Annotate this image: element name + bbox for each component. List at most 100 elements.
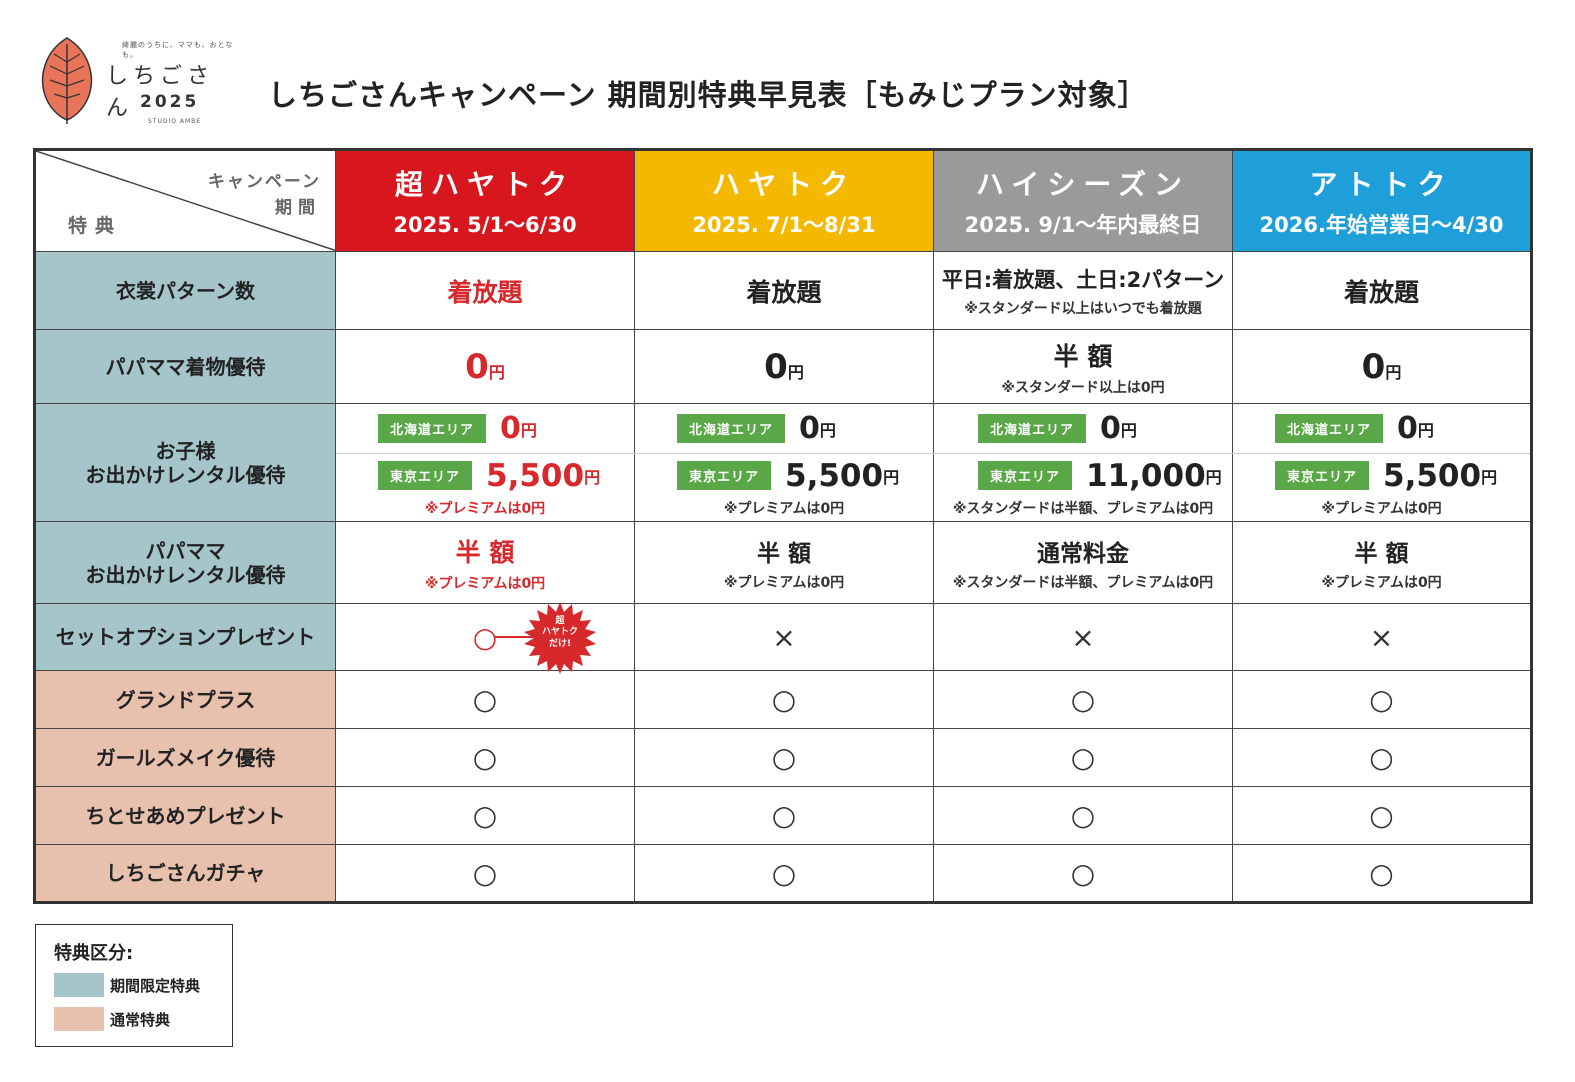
circle-mark: ○ <box>1369 856 1394 890</box>
value-cell: 着放題 <box>634 251 934 330</box>
value-note: ※スタンダード以上はいつでも着放題 <box>964 300 1202 317</box>
value-cell: ○ <box>1232 728 1532 787</box>
value-cell: ○ <box>933 728 1233 787</box>
value-cell: ○ <box>933 786 1233 845</box>
circle-mark: ○ <box>1369 799 1394 832</box>
circle-mark: ○ <box>1369 683 1394 716</box>
phase-header-atotoku: アトトク 2026.年始営業日～4/30 <box>1232 149 1532 252</box>
phase-dates: 2026.年始営業日～4/30 <box>1259 213 1504 237</box>
row-label: パパママ着物優待 <box>34 329 336 404</box>
value-text: 5,500 <box>785 457 884 494</box>
value-cell: 東京エリア 11,000 円 ※スタンダードは半額、プレミアムは0円 <box>933 453 1233 522</box>
yen-unit: 円 <box>1120 420 1137 440</box>
table-row-gacha: しちごさんガチャ ○ ○ ○ ○ <box>34 844 1532 903</box>
phase-header-hayatoku: ハヤトク 2025. 7/1～8/31 <box>634 149 934 252</box>
value-note: ※スタンダードは半額、プレミアムは0円 <box>952 500 1214 517</box>
value-cell: × <box>933 603 1233 671</box>
value-text: 半 額 <box>1354 540 1409 567</box>
phase-header-high-season: ハイシーズン 2025. 9/1～年内最終日 <box>933 149 1233 252</box>
starburst-text: 超 ハヤトク だけ! <box>524 616 596 650</box>
circle-mark: ○ <box>472 741 498 774</box>
legend-item-regular: 通常特典 <box>54 1007 170 1031</box>
value-text: 0 <box>1361 346 1386 387</box>
row-label-child-rental: お子様 お出かけレンタル優待 <box>34 403 336 522</box>
corner-campaign-label: キャンペーン <box>207 172 321 192</box>
corner-period-label: 期間 <box>275 198 321 218</box>
legend-item-limited: 期間限定特典 <box>54 973 200 997</box>
phase-dates: 2025. 5/1～6/30 <box>393 213 577 237</box>
value-cell: 半 額 ※スタンダード以上は0円 <box>933 329 1233 404</box>
starburst-line: 超 <box>555 616 565 626</box>
legend-box: 特典区分: 期間限定特典 通常特典 <box>35 924 233 1047</box>
hokkaido-area-badge: 北海道エリア <box>378 414 487 443</box>
value-note: ※プレミアムは0円 <box>424 575 546 592</box>
corner-perk-label: 特典 <box>68 215 123 237</box>
value-note: ※プレミアムは0円 <box>1321 500 1442 517</box>
value-note: ※スタンダードは半額、プレミアムは0円 <box>952 574 1214 591</box>
circle-mark: ○ <box>472 683 498 716</box>
row-label-line: お子様 <box>155 438 216 463</box>
value-text: 11,000 <box>1086 457 1206 494</box>
value-text: 着放題 <box>447 277 523 307</box>
value-cell: 半 額 ※プレミアムは0円 <box>634 521 934 604</box>
starburst-line: ハヤトク <box>541 627 578 638</box>
circle-mark: ○ <box>1070 799 1096 832</box>
value-text: 0 <box>500 411 521 446</box>
value-text: 着放題 <box>1343 277 1419 307</box>
value-cell: ○ <box>335 844 635 903</box>
table-row-grand-plus: グランドプラス ○ ○ ○ ○ <box>34 670 1532 729</box>
value-text: 半 額 <box>1053 341 1113 371</box>
row-label: セットオプションプレゼント <box>34 603 336 671</box>
logo-name: しちごさん <box>106 64 215 121</box>
value-cell: ○ <box>634 844 934 903</box>
value-text: 通常料金 <box>1037 540 1129 567</box>
legend-swatch <box>54 1007 104 1031</box>
circle-mark: ○ <box>771 799 797 832</box>
value-cell: 平日:着放題、土日:2パターン ※スタンダード以上はいつでも着放題 <box>933 251 1233 330</box>
hokkaido-area-badge: 北海道エリア <box>978 414 1087 443</box>
leaf-icon <box>42 37 92 124</box>
yen-unit: 円 <box>787 362 804 382</box>
row-label: ガールズメイク優待 <box>34 728 336 787</box>
row-label-line: お出かけレンタル優待 <box>85 462 286 487</box>
phase-name: ハヤトク <box>711 168 856 201</box>
tokyo-area-badge: 東京エリア <box>978 461 1073 490</box>
value-cell: 東京エリア 5,500 円 ※プレミアムは0円 <box>634 453 934 522</box>
value-cell: 0円 <box>1232 329 1532 404</box>
circle-mark: ○ <box>1070 741 1096 774</box>
value-cell: ○ <box>1232 844 1532 903</box>
circle-mark: ○ <box>1070 856 1096 890</box>
value-cell: ○ <box>634 728 934 787</box>
yen-unit: 円 <box>1385 362 1402 382</box>
table-row-costume: 衣裳パターン数 着放題 着放題 平日:着放題、土日:2パターン ※スタンダード以… <box>34 251 1532 330</box>
value-note: ※スタンダード以上は0円 <box>1001 379 1165 396</box>
value-text: 0 <box>764 346 788 387</box>
cross-mark: × <box>1369 620 1394 654</box>
table-row-girls-makeup: ガールズメイク優待 ○ ○ ○ ○ <box>34 728 1532 787</box>
value-cell: ○ <box>933 670 1233 729</box>
circle-mark: ○ <box>1369 741 1394 774</box>
row-label: しちごさんガチャ <box>34 844 336 903</box>
table-row-chitose-ame: ちとせあめプレゼント ○ ○ ○ ○ <box>34 786 1532 845</box>
cross-mark: × <box>1071 620 1095 654</box>
circle-mark: ○ <box>1070 683 1096 716</box>
phase-dates: 2025. 7/1～8/31 <box>692 213 876 237</box>
yen-unit: 円 <box>883 467 900 487</box>
yen-unit: 円 <box>584 467 601 487</box>
value-text: 5,500 <box>1383 457 1482 494</box>
tokyo-area-badge: 東京エリア <box>378 461 473 490</box>
value-text: 5,500 <box>486 457 585 494</box>
hokkaido-area-badge: 北海道エリア <box>677 414 786 443</box>
circle-mark: ○ <box>771 741 797 774</box>
value-text: 着放題 <box>746 277 822 307</box>
logo-studio: STUDIO AMBE <box>148 118 202 125</box>
value-note: ※プレミアムは0円 <box>723 574 845 591</box>
cross-mark: × <box>772 620 796 654</box>
tokyo-area-badge: 東京エリア <box>677 461 772 490</box>
value-cell: 着放題 <box>1232 251 1532 330</box>
value-cell: ○ <box>933 844 1233 903</box>
value-cell: 0円 <box>634 329 934 404</box>
